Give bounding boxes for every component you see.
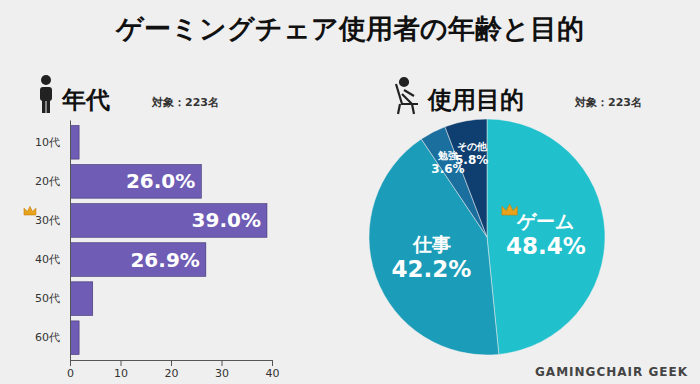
tick-label: 30代 [35,214,60,227]
annotation: GAMINGCHAIR GEEK [535,365,688,379]
tick-mark [121,360,122,366]
data-label: 39.0% [192,208,261,232]
bars [70,125,267,354]
icon-leg [42,99,46,113]
tick-mark [70,360,71,366]
bar [70,165,201,199]
slice-name: その他 [457,141,488,152]
panel-title: 年代 [61,86,110,114]
tick-mark [222,360,223,366]
bar [70,321,79,355]
crown-icon [24,206,36,215]
y-axis: 10代 20代 30代 40代 50代 60代 [35,121,71,361]
bar [70,204,267,238]
x-axis: 0 10 20 30 40 [67,360,280,380]
tick: 10代 [35,136,60,149]
tick-label: 20 [165,367,179,380]
bar [70,243,206,277]
panel-title: 使用目的 [427,86,524,114]
tick: 20代 [35,175,60,188]
tick-label: 30 [215,367,229,380]
tick: 50代 [35,292,60,305]
tick-mark [171,360,172,366]
slice-labels: ゲーム48.4%仕事42.2%勉強3.6%その他5.8% [392,141,586,282]
tick-label: 40 [266,367,280,380]
tick-mark [272,360,273,366]
chair-icon [396,78,418,114]
icon-head [400,78,408,86]
data-labels: 26.0% 39.0% 26.9% [126,169,261,271]
tick: 20 [165,360,179,380]
tick: 10 [114,360,128,380]
tick-label: 50代 [35,292,60,305]
tick-label: 40代 [35,253,60,266]
pie-chart: 使用目的対象：223名ゲーム48.4%仕事42.2%勉強3.6%その他5.8% [369,78,642,355]
tick: 0 [67,360,74,380]
icon-leg [47,99,51,113]
tick-label: 10 [114,367,128,380]
tick: 30代 [35,214,60,227]
data-label: 26.9% [130,248,199,272]
data-label: 26.0% [126,169,195,193]
panel-subtitle: 対象：223名 [151,96,219,109]
bar [70,282,93,316]
data-label: 48.4% [506,233,586,259]
tick-label: 20代 [35,175,60,188]
slice [445,119,487,237]
background [0,0,700,384]
icon-head [41,75,51,85]
slice-name: ゲーム [516,210,574,232]
axis-line [70,121,71,361]
icon-lines [396,84,418,114]
bar [70,125,79,159]
slices [369,119,605,355]
data-label: 42.2% [392,256,472,282]
crown-icon [502,204,517,215]
data-label: 5.8% [455,153,488,167]
tick: 40 [266,360,280,380]
tick-label: 10代 [35,136,60,149]
slice [487,119,605,354]
tick-label: 60代 [35,331,60,344]
tick-label: 0 [67,367,74,380]
slice-name: 仕事 [411,233,450,255]
tick: 30 [215,360,229,380]
panel-subtitle: 対象：223名 [574,96,642,109]
bar-chart: 年代 対象：223名 0 10 20 30 40 10代 20代 30代 40代 50代 60代 26.0… [24,75,280,380]
chart-canvas: ゲーミングチェア使用者の年齢と目的年代 対象：223名 0 10 20 30 40 10代 20… [0,0,700,384]
icon-body [40,87,52,101]
person-icon [40,75,52,113]
main-title: ゲーミングチェア使用者の年齢と目的 [115,13,584,44]
tick: 40代 [35,253,60,266]
tick: 60代 [35,331,60,344]
